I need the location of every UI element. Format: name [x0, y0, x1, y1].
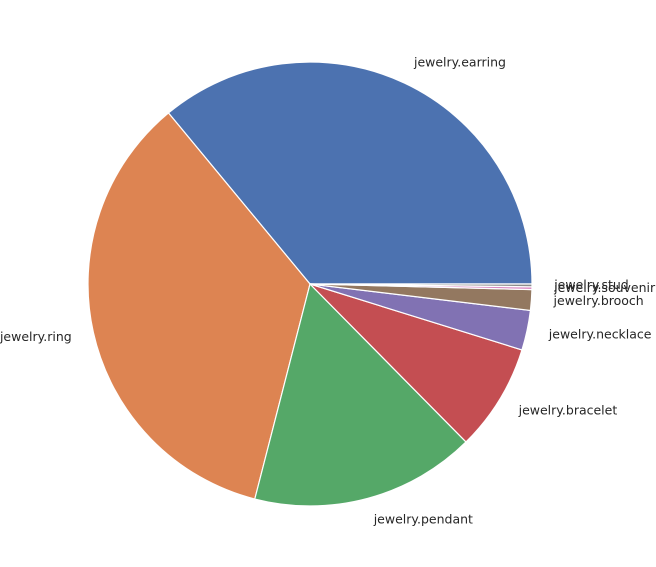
- pie-slice-jewelry-ring: [87, 112, 311, 500]
- pie-slice-jewelry-stud: [309, 283, 533, 288]
- pie-slice-jewelry-pendant: [254, 282, 467, 507]
- pie-slice-jewelry-bracelet: [309, 283, 523, 443]
- pie-label-jewelry-earring: jewelry.earring: [413, 55, 506, 70]
- pie-label-jewelry-brooch: jewelry.brooch: [553, 293, 644, 308]
- pie-label-jewelry-souvenir: jewelry.souvenir: [553, 280, 656, 295]
- pie-label-jewelry-ring: jewelry.ring: [0, 329, 72, 344]
- pie-label-jewelry-bracelet: jewelry.bracelet: [518, 402, 618, 417]
- pie-label-jewelry-stud: jewelry.stud: [553, 277, 629, 292]
- pie-label-jewelry-necklace: jewelry.necklace: [548, 327, 652, 342]
- pie-slices: [87, 61, 533, 507]
- pie-slice-jewelry-earring: [167, 61, 533, 285]
- pie-labels: jewelry.earring jewelry.ring jewelry.penda…: [0, 55, 656, 527]
- pie-label-jewelry-pendant: jewelry.pendant: [373, 511, 473, 526]
